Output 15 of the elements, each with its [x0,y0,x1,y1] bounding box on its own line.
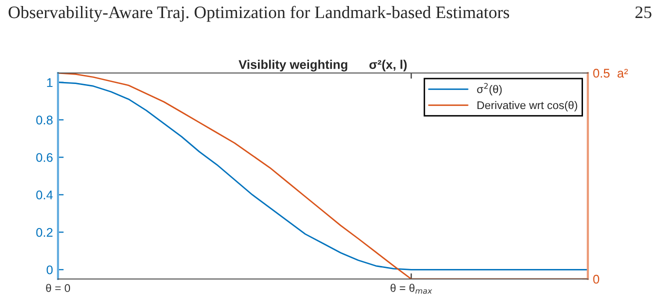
y2-tick-label: 0.5 a² [593,68,628,78]
legend-label: σ$^{2}$(θ) [477,83,502,96]
x-tick-label: θ = θ$_{max}$ [390,284,432,294]
y-tick-label: 0.2 [36,228,53,237]
text: 25 [635,6,652,18]
chart-title: Visiblity weighting σ²(x, l) [238,60,407,72]
y-tick-label: 0.8 [36,116,53,124]
text: Observability-Aware Traj. Optimization for Landmark-based Estimators [8,6,510,22]
y-tick-label: 1 [47,78,53,87]
y-tick-label: 0.6 [36,153,53,162]
y2-tick-label: 0 [593,274,600,284]
legend-label: Derivative wrt cos(θ) [478,101,578,112]
x-tick-label: θ = 0 [46,284,70,292]
y-tick-label: 0 [46,265,53,274]
y-tick-label: 0.4 [36,190,53,200]
